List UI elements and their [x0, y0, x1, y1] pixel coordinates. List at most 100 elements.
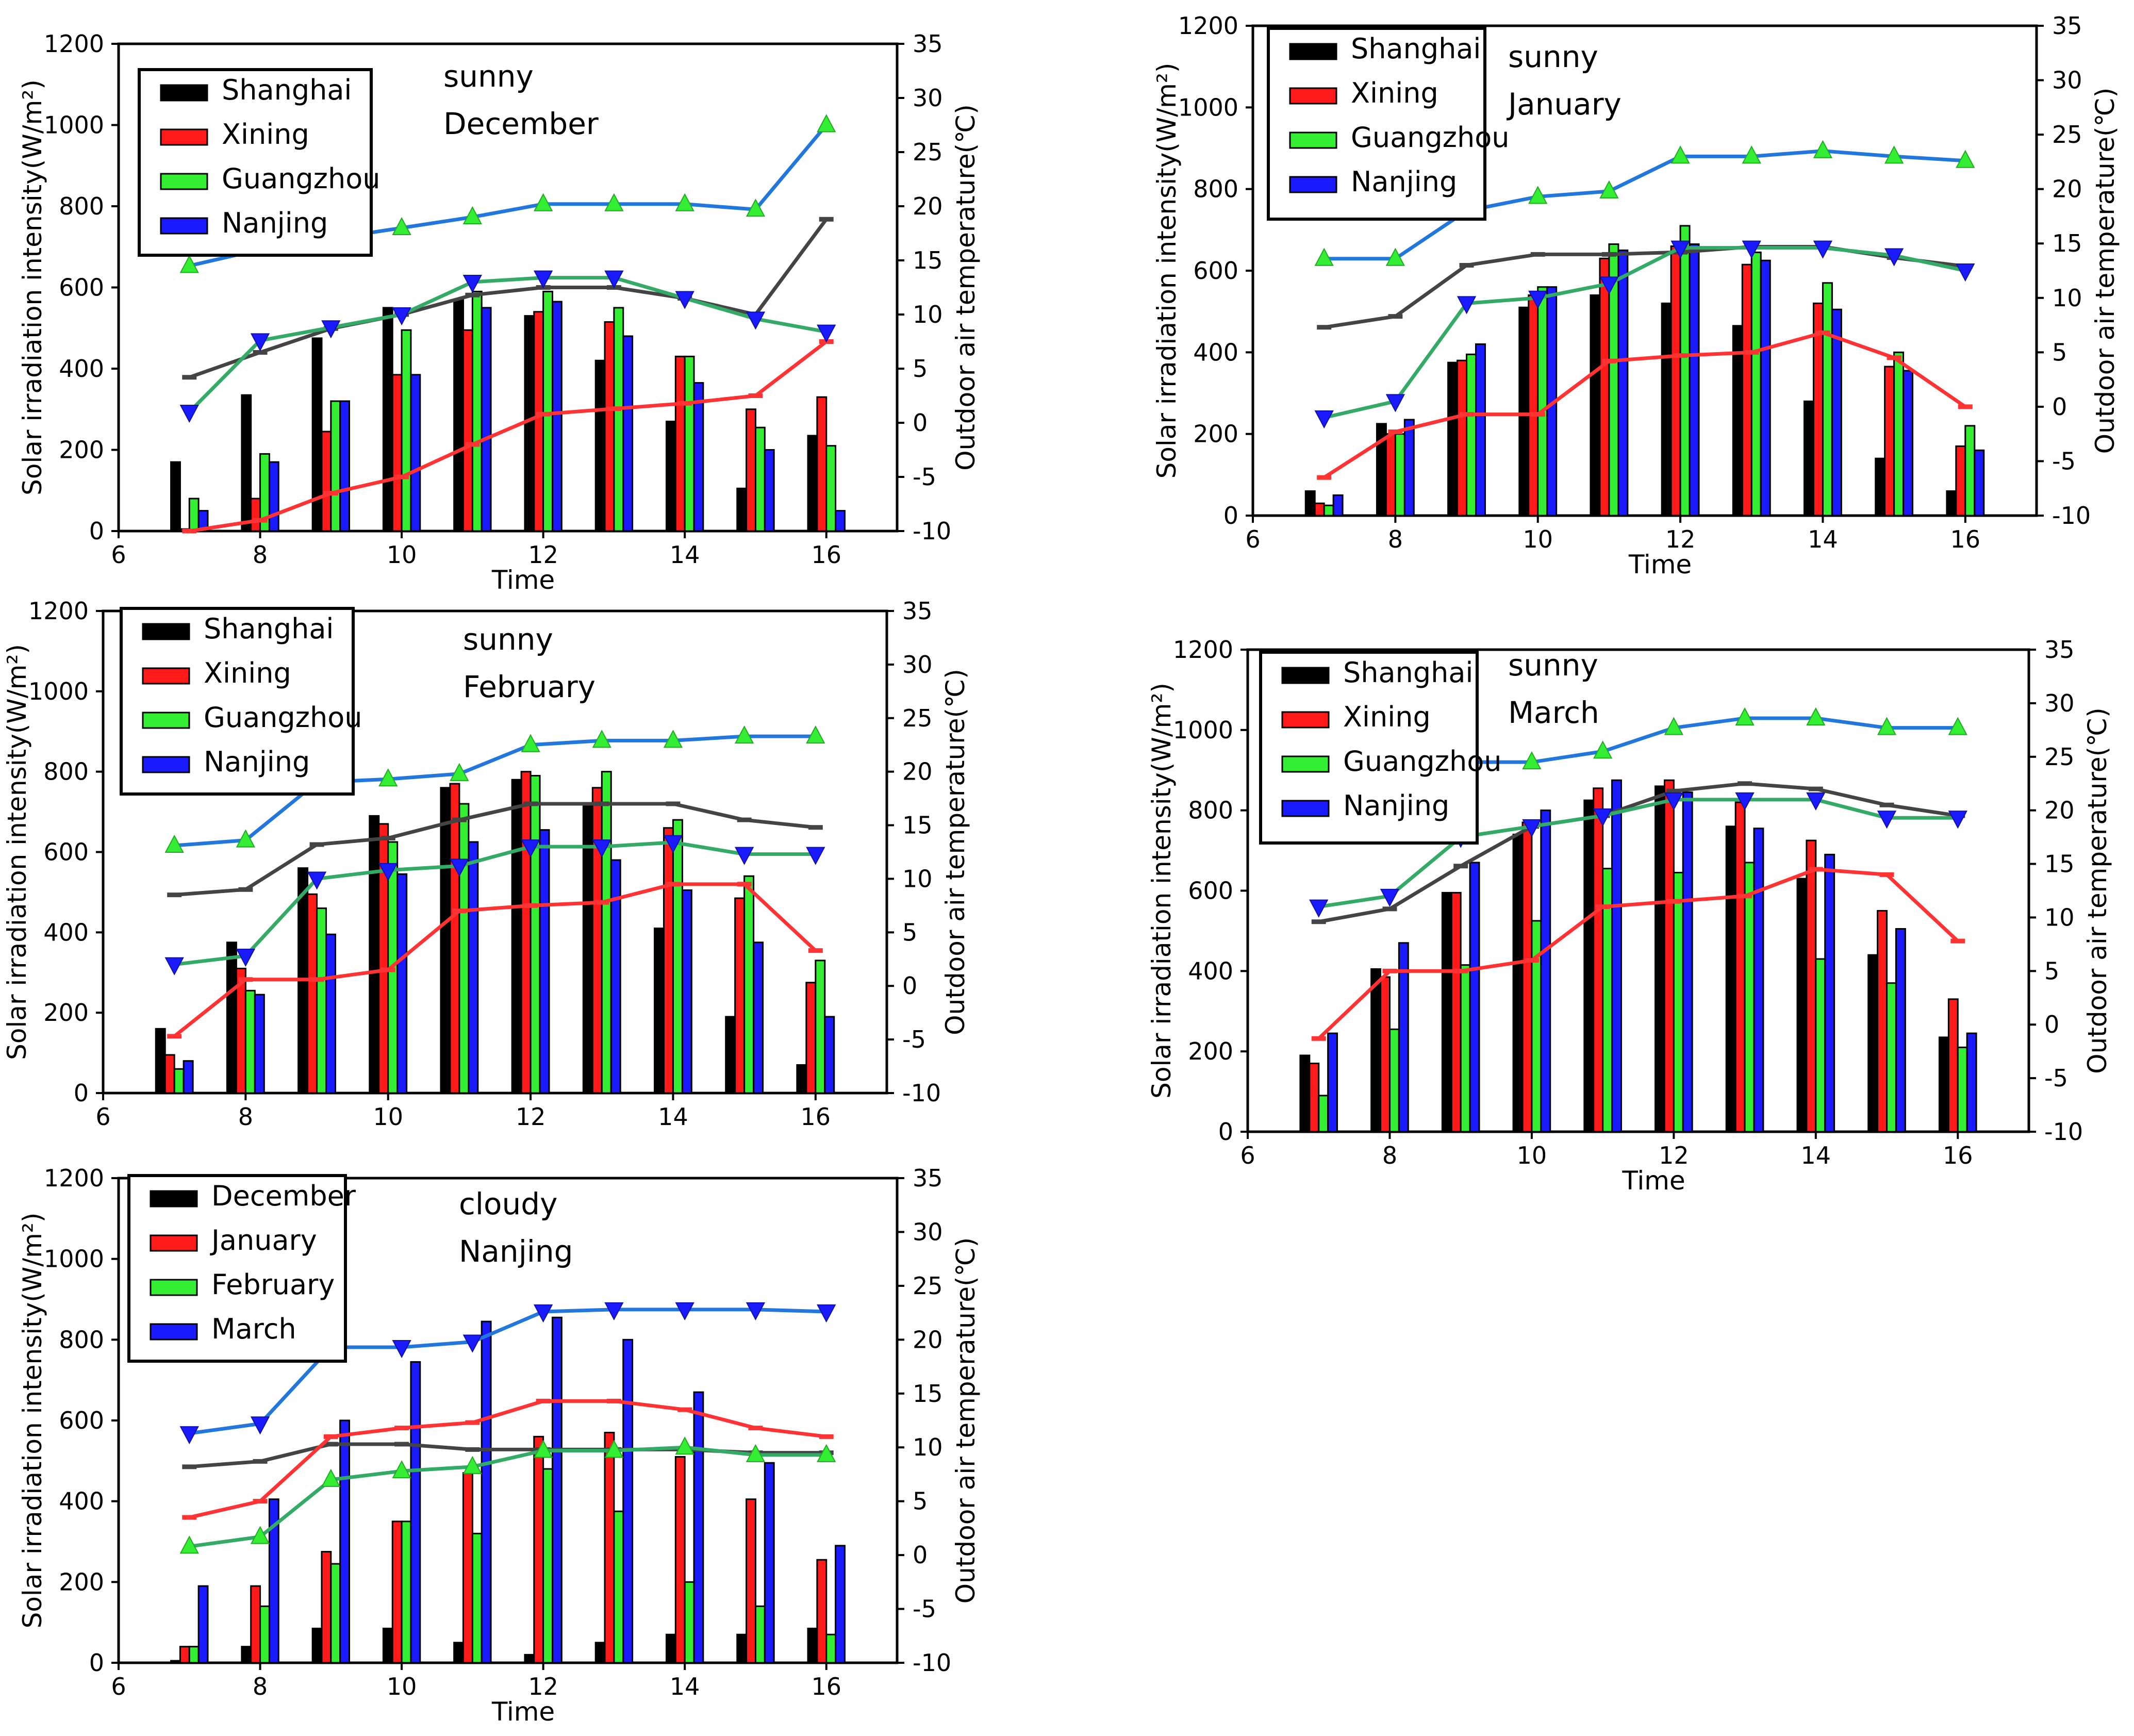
bar-shanghai-12 — [1661, 302, 1672, 517]
temp-marker-up — [1948, 717, 1967, 735]
legend-label-xining: Xining — [204, 657, 291, 689]
bar-nanjing-12 — [1682, 791, 1693, 1133]
temp-marker-up — [817, 114, 836, 133]
bar-guangzhou-16 — [825, 445, 837, 532]
y-axis-label: Solar irradiation intensity(W/m²) — [1152, 63, 1182, 479]
y-tick-label: 400 — [43, 918, 89, 946]
bar-xining-9 — [1450, 891, 1462, 1133]
bar-xining-11 — [462, 329, 473, 532]
temp-marker-up — [250, 1526, 270, 1544]
bar-shanghai-11 — [1583, 799, 1595, 1133]
bar-january-11 — [462, 1472, 473, 1664]
temp-line-xining — [1323, 330, 1966, 480]
y-tick-label: 200 — [59, 1568, 104, 1596]
bar-xining-9 — [321, 431, 332, 532]
temp-marker-up — [236, 829, 256, 848]
y2-tick-label: 5 — [902, 918, 917, 946]
temp-marker-down — [734, 847, 754, 865]
temp-marker-up — [1664, 717, 1684, 735]
bar-january-12 — [533, 1435, 544, 1664]
legend-swatch-december — [150, 1190, 198, 1208]
y2-tick-label: 20 — [913, 192, 943, 220]
bar-march-16 — [835, 1545, 846, 1664]
bar-february-8 — [259, 1605, 270, 1664]
x-axis-label: Time — [1622, 1166, 1685, 1196]
y-tick-label: 400 — [59, 1487, 104, 1515]
y-tick-label: 800 — [59, 1326, 104, 1353]
temp-marker-up — [675, 193, 694, 211]
bar-xining-13 — [1741, 263, 1752, 517]
y2-tick-label: -5 — [902, 1026, 926, 1053]
temp-marker-down — [675, 291, 694, 309]
y2-tick-label: 30 — [902, 651, 933, 679]
bar-guangzhou-14 — [1815, 958, 1826, 1133]
legend-swatch-february — [150, 1279, 198, 1296]
y-tick-label: 1200 — [1178, 12, 1238, 40]
temp-marker-up — [1593, 740, 1613, 759]
y-tick-label: 600 — [1188, 877, 1233, 905]
bar-xining-16 — [805, 982, 817, 1094]
bar-december-13 — [594, 1642, 606, 1664]
temp-marker-up — [1884, 145, 1904, 164]
legend-label-december: December — [211, 1180, 356, 1212]
temp-marker-down — [1528, 290, 1548, 309]
bar-nanjing-15 — [1895, 928, 1906, 1133]
bar-guangzhou-9 — [1466, 353, 1477, 517]
x-tick-label: 10 — [373, 1103, 403, 1131]
bar-shanghai-10 — [382, 307, 393, 532]
bar-guangzhou-13 — [601, 771, 612, 1094]
bar-guangzhou-7 — [1318, 1095, 1329, 1133]
y2-tick-label: -10 — [2044, 1118, 2083, 1146]
bar-xining-13 — [604, 321, 615, 532]
bar-shanghai-16 — [1938, 1036, 1949, 1133]
bar-guangzhou-16 — [1957, 1046, 1968, 1133]
bar-shanghai-16 — [1946, 490, 1957, 517]
bar-january-16 — [816, 1559, 828, 1664]
bar-shanghai-15 — [1867, 954, 1879, 1133]
y2-tick-label: -5 — [2044, 1064, 2068, 1092]
legend-label-january: January — [210, 1224, 317, 1256]
y-tick-label: 0 — [74, 1079, 89, 1107]
x-tick-label: 12 — [516, 1103, 546, 1131]
temp-marker-up — [1385, 247, 1405, 266]
temp-marker-down — [533, 270, 553, 289]
y2-tick-label: 30 — [2052, 67, 2082, 94]
y2-tick-label: -10 — [913, 1649, 951, 1677]
temp-marker-up — [592, 730, 611, 748]
x-tick-label: 14 — [670, 541, 700, 569]
bar-january-8 — [250, 1585, 261, 1664]
bar-march-11 — [481, 1320, 492, 1664]
temp-marker-down — [663, 835, 683, 853]
legend-swatch-guangzhou — [1281, 755, 1330, 773]
bar-january-14 — [674, 1456, 686, 1664]
x-tick-label: 14 — [1808, 525, 1838, 553]
bar-guangzhou-8 — [244, 989, 256, 1094]
bar-march-14 — [693, 1391, 704, 1664]
temp-marker-up — [746, 199, 766, 217]
bar-january-7 — [179, 1646, 190, 1664]
bar-xining-16 — [1955, 445, 1966, 517]
bar-nanjing-16 — [824, 1016, 835, 1094]
bar-shanghai-13 — [1725, 825, 1736, 1133]
bar-xining-12 — [1670, 245, 1681, 517]
bar-february-13 — [613, 1510, 624, 1664]
temp-marker-down — [746, 1302, 766, 1320]
bar-xining-15 — [734, 897, 746, 1094]
x-tick-label: 8 — [253, 541, 268, 569]
y2-tick-label: 10 — [2052, 284, 2082, 312]
y2-tick-label: 30 — [913, 1218, 943, 1246]
y2-tick-label: 0 — [902, 972, 917, 1000]
x-tick-label: 14 — [658, 1103, 688, 1131]
temp-marker-up — [533, 193, 553, 211]
bar-january-13 — [604, 1432, 615, 1664]
temp-marker-up — [1735, 707, 1755, 725]
y-tick-label: 1000 — [44, 1245, 104, 1273]
temp-marker-down — [1457, 296, 1477, 315]
temp-marker-up — [1670, 145, 1690, 164]
y2-tick-label: 0 — [2044, 1011, 2059, 1038]
bar-xining-15 — [1884, 366, 1895, 517]
bar-nanjing-8 — [1403, 419, 1415, 517]
bar-xining-13 — [591, 787, 603, 1094]
y2-tick-label: 35 — [2044, 636, 2075, 664]
bar-xining-14 — [674, 355, 686, 532]
